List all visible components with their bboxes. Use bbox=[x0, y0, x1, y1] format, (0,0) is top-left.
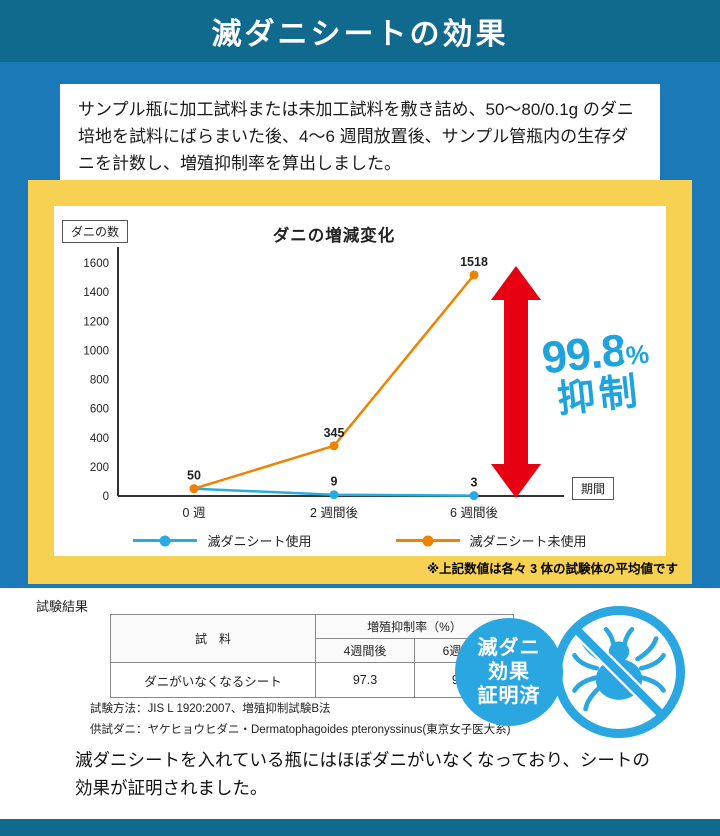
table-cell-sample: ダニがいなくなるシート bbox=[110, 662, 316, 698]
badge-line-2: 効果 bbox=[488, 661, 530, 683]
line-chart: 0 200 400 600 800 1000 1200 1400 1600 0 週 2 週間後 6 週… bbox=[83, 247, 564, 520]
mite-prohibited-icon bbox=[572, 626, 666, 718]
table-header-sample: 試 料 bbox=[110, 614, 316, 663]
proof-badge-disc: 滅ダニ 効果 証明済 bbox=[455, 618, 563, 726]
badge-line-3: 証明済 bbox=[477, 685, 541, 707]
legend-item: 滅ダニシート使用 bbox=[133, 531, 312, 550]
suppression-arrow bbox=[491, 266, 541, 498]
svg-text:50: 50 bbox=[187, 469, 201, 483]
intro-text-box: サンプル瓶に加工試料または未加工試料を敷き詰め、50〜80/0.1g のダニ培地… bbox=[60, 84, 660, 190]
svg-text:1200: 1200 bbox=[83, 316, 109, 328]
svg-text:200: 200 bbox=[90, 462, 109, 474]
badge-line-1: 滅ダニ bbox=[477, 637, 541, 659]
svg-text:3: 3 bbox=[471, 476, 478, 490]
proof-badge: 滅ダニ 効果 証明済 bbox=[455, 604, 705, 754]
svg-text:345: 345 bbox=[324, 426, 345, 440]
conclusion-text: 滅ダニシートを入れている瓶にはほぼダニがいなくなっており、シートの効果が証明され… bbox=[75, 750, 650, 798]
table-row: ダニがいなくなるシート 97.3 99.8 bbox=[110, 662, 514, 698]
legend-item: 滅ダニシート未使用 bbox=[395, 531, 587, 550]
svg-text:600: 600 bbox=[90, 404, 109, 416]
intro-text: サンプル瓶に加工試料または未加工試料を敷き詰め、50〜80/0.1g のダニ培地… bbox=[78, 100, 634, 174]
svg-text:6 週間後: 6 週間後 bbox=[450, 506, 498, 520]
chart-note: ※上記数値は各々 3 体の試験体の平均値です bbox=[426, 562, 678, 576]
svg-text:1600: 1600 bbox=[83, 258, 109, 270]
body-background: サンプル瓶に加工試料または未加工試料を敷き詰め、50〜80/0.1g のダニ培地… bbox=[0, 62, 720, 588]
svg-text:0: 0 bbox=[103, 491, 109, 503]
table-subheader-4w: 4週間後 bbox=[315, 638, 415, 663]
table-cell-4w: 97.3 bbox=[315, 662, 415, 698]
chart-title: ダニの増減変化 bbox=[272, 227, 396, 245]
x-axis-label: 期間 bbox=[572, 477, 615, 500]
no-mite-sign bbox=[553, 606, 685, 738]
chart-card: 0 200 400 600 800 1000 1200 1400 1600 0 週 2 週間後 6 週… bbox=[54, 206, 666, 556]
conclusion-text-box: 滅ダニシートを入れている瓶にはほぼダニがいなくなっており、シートの効果が証明され… bbox=[75, 746, 655, 802]
test-method-text: 試験方法：JIS L 1920:2007、増殖抑制試験B法 bbox=[90, 703, 331, 715]
rate-percent-sign: % bbox=[624, 338, 650, 371]
svg-text:1518: 1518 bbox=[460, 255, 488, 269]
svg-text:400: 400 bbox=[90, 433, 109, 445]
svg-text:9: 9 bbox=[331, 475, 338, 489]
svg-text:2 週間後: 2 週間後 bbox=[310, 506, 358, 520]
svg-text:1000: 1000 bbox=[83, 345, 109, 357]
footer-bar bbox=[0, 819, 720, 836]
suppression-rate-callout: 99.8% 抑制 bbox=[522, 323, 672, 426]
page-header: 滅ダニシートの効果 bbox=[0, 0, 720, 62]
svg-text:1400: 1400 bbox=[83, 287, 109, 299]
chart-panel: 0 200 400 600 800 1000 1200 1400 1600 0 週 2 週間後 6 週… bbox=[28, 180, 692, 584]
page-title: 滅ダニシートの効果 bbox=[211, 18, 509, 51]
svg-text:800: 800 bbox=[90, 375, 109, 387]
chart-legend: 滅ダニシート使用 滅ダニシート未使用 bbox=[54, 531, 666, 550]
test-mite-text: 供試ダニ：ヤケヒョウヒダニ・Dermatophagoides pteronyss… bbox=[90, 724, 511, 736]
svg-text:0 週: 0 週 bbox=[183, 506, 206, 520]
results-section-label: 試験結果 bbox=[36, 599, 89, 614]
y-axis-label: ダニの数 bbox=[62, 220, 129, 243]
